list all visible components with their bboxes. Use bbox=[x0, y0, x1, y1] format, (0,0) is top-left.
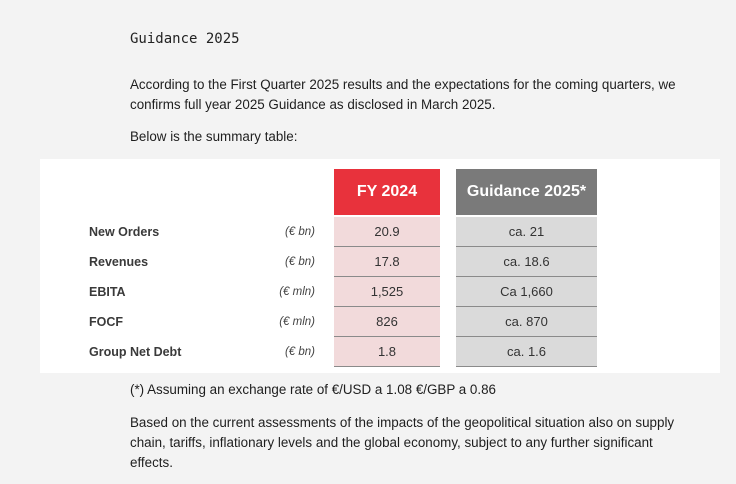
row-label: FOCF bbox=[89, 315, 124, 329]
intro-paragraph: According to the First Quarter 2025 resu… bbox=[130, 77, 676, 112]
row-separator bbox=[334, 306, 440, 307]
row-label: Revenues bbox=[89, 255, 149, 269]
row-separator bbox=[456, 306, 597, 307]
row-separator bbox=[456, 336, 597, 337]
guidance2025-column bbox=[456, 217, 597, 367]
guidance2025-value: ca. 1.6 bbox=[506, 344, 547, 359]
guidance-table: FY 2024 Guidance 2025* New Orders (€ bn) 2… bbox=[40, 159, 720, 373]
row-separator bbox=[456, 246, 597, 247]
fy2024-value: 1,525 bbox=[370, 284, 404, 299]
row-unit: (€ mln) bbox=[279, 286, 315, 298]
row-separator bbox=[334, 276, 440, 277]
row-label: Group Net Debt bbox=[89, 345, 182, 359]
guidance2025-value: ca. 21 bbox=[508, 224, 545, 239]
guidance2025-value: ca. 870 bbox=[505, 314, 548, 329]
row-unit: (€ mln) bbox=[279, 316, 315, 328]
row-separator bbox=[334, 336, 440, 337]
row-label: EBITA bbox=[89, 285, 126, 299]
fy2024-value: 1.8 bbox=[377, 344, 397, 359]
guidance2025-value: ca. 18.6 bbox=[503, 254, 550, 269]
row-unit: (€ bn) bbox=[284, 256, 315, 268]
summary-intro: Below is the summary table: bbox=[130, 129, 298, 144]
fy2024-value: 20.9 bbox=[374, 224, 400, 239]
outlook-paragraph: Based on the current assessments of the … bbox=[130, 415, 675, 470]
fy2024-value: 826 bbox=[376, 314, 398, 329]
row-separator bbox=[334, 246, 440, 247]
row-unit: (€ bn) bbox=[284, 346, 315, 358]
fy2024-header: FY 2024 bbox=[334, 169, 440, 215]
row-separator bbox=[456, 276, 597, 277]
row-separator bbox=[334, 366, 440, 367]
guidance2025-value: Ca 1,660 bbox=[500, 284, 553, 299]
row-label: New Orders bbox=[89, 225, 160, 239]
exchange-rate-footnote: (*) Assuming an exchange rate of €/USD a… bbox=[130, 382, 496, 397]
guidance2025-header: Guidance 2025* bbox=[456, 169, 597, 215]
fy2024-value: 17.8 bbox=[374, 254, 400, 269]
row-unit: (€ bn) bbox=[284, 226, 315, 238]
fy2024-column bbox=[334, 217, 440, 367]
row-separator bbox=[456, 366, 597, 367]
page-heading: Guidance 2025 bbox=[130, 31, 240, 47]
